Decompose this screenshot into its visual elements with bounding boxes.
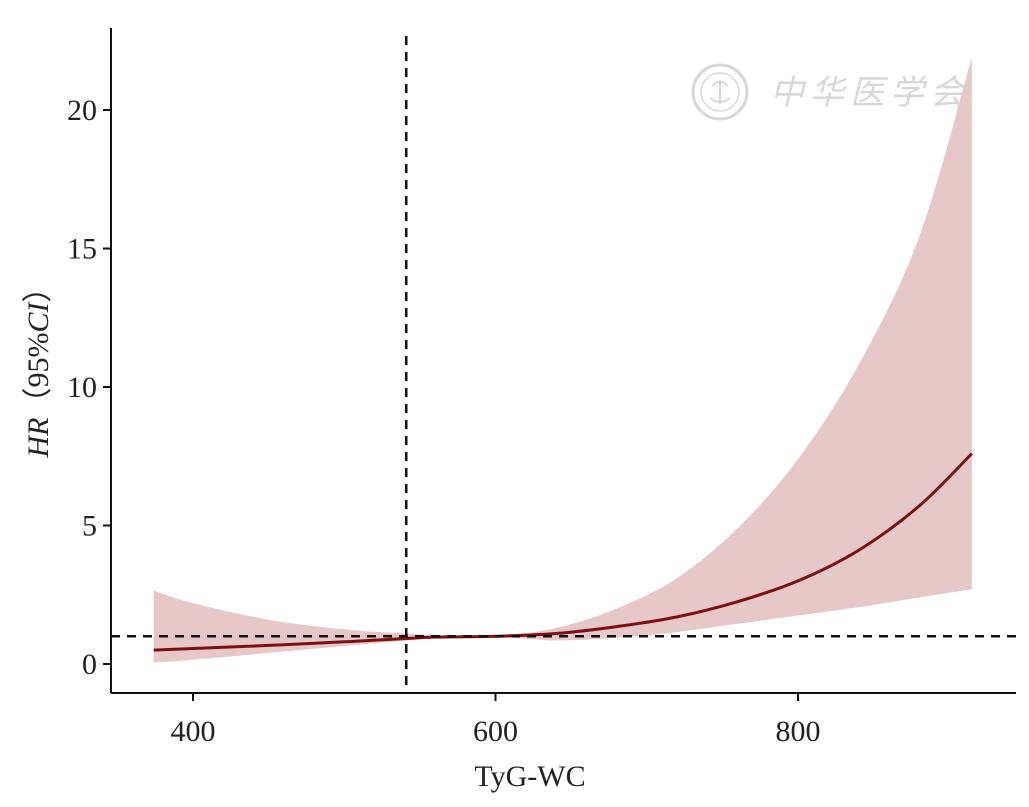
x-ticks: 400 600 800 xyxy=(171,693,821,748)
x-tick-label: 800 xyxy=(776,715,821,748)
y-axis-title-ci-prefix: （95% xyxy=(22,333,55,418)
y-tick-label: 5 xyxy=(82,510,97,543)
x-axis-title: TyG-WC xyxy=(474,760,585,793)
plot-area xyxy=(111,36,1016,693)
society-seal-icon xyxy=(691,63,749,121)
watermark: 中华医学会 xyxy=(691,63,970,121)
y-axis-title: HR（95%CI） xyxy=(22,273,55,459)
y-axis-title-close: ） xyxy=(22,273,55,303)
y-ticks: 0 5 10 15 20 xyxy=(67,94,111,681)
hr-curve xyxy=(153,452,973,652)
y-tick-label: 20 xyxy=(67,94,97,127)
y-axis-title-hr: HR xyxy=(22,418,55,459)
x-tick-label: 600 xyxy=(473,715,518,748)
y-axis-title-ci: CI xyxy=(22,300,55,332)
watermark-text: 中华医学会 xyxy=(770,73,970,113)
x-tick-label: 400 xyxy=(171,715,216,748)
y-tick-label: 15 xyxy=(67,233,97,266)
y-tick-label: 10 xyxy=(67,371,97,404)
axes xyxy=(110,28,1016,694)
y-tick-label: 0 xyxy=(82,648,97,681)
ci-band xyxy=(153,57,972,663)
